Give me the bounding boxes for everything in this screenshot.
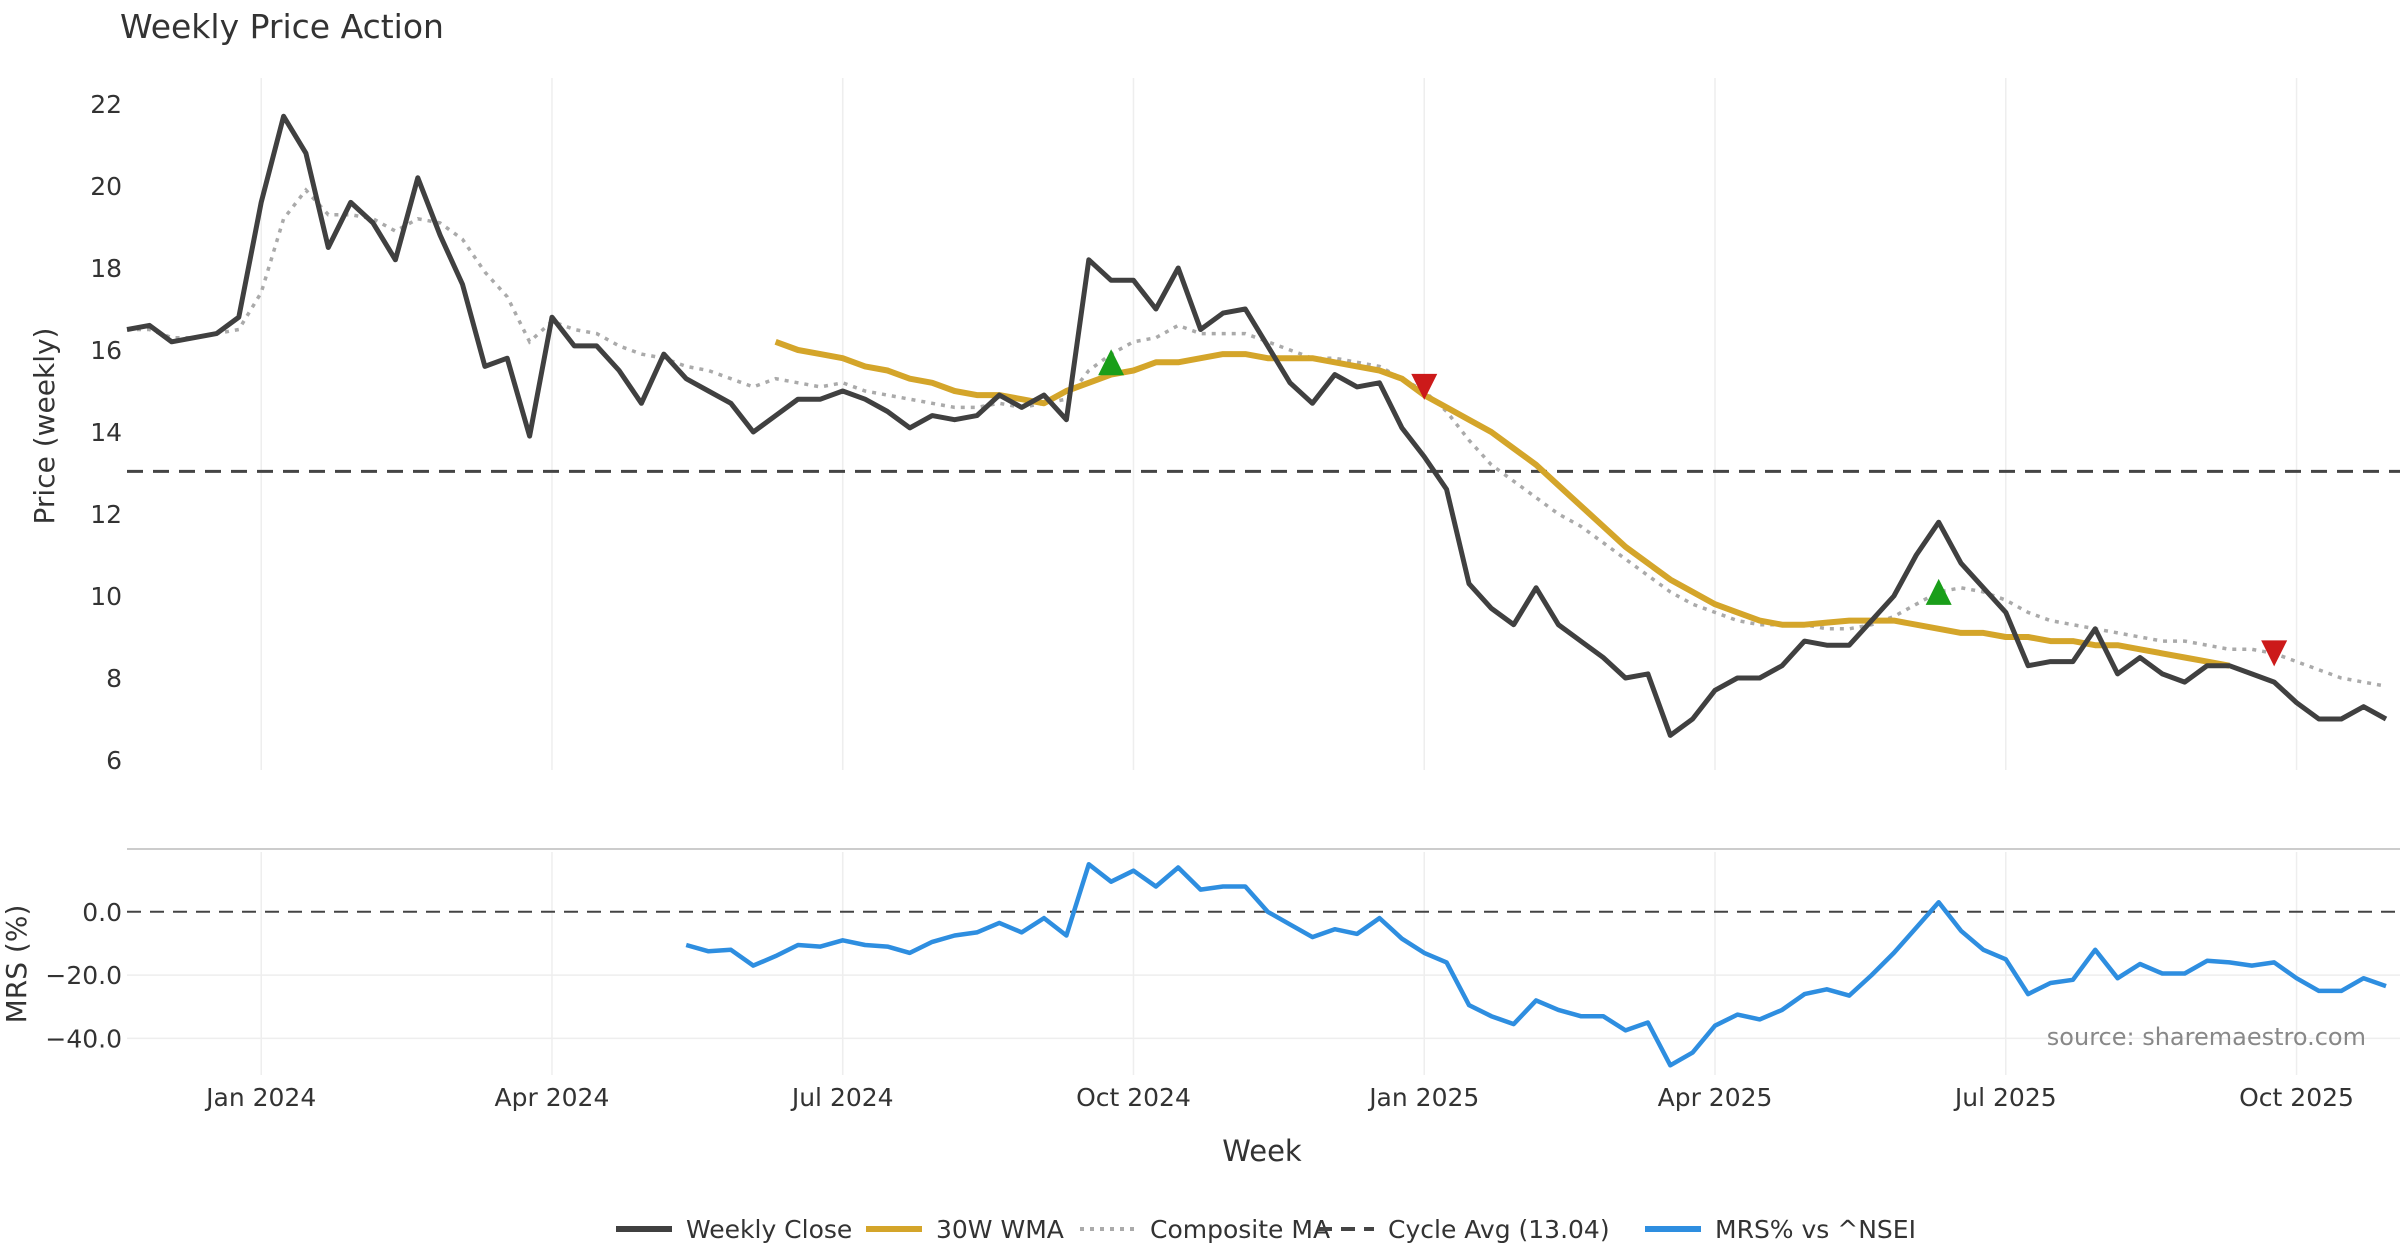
legend-label: Composite MA [1150, 1215, 1330, 1244]
sell-signal-marker [1411, 373, 1438, 400]
mrs-y-tick-label: −40.0 [45, 1024, 122, 1053]
price-y-tick-label: 10 [90, 582, 122, 611]
sell-signal-marker [2261, 640, 2288, 667]
mrs-y-axis-label: MRS (%) [0, 905, 33, 1024]
legend: Weekly Close 30W WMA Composite MA Cycle Avg… [616, 1215, 1916, 1244]
weekly-close-line [126, 113, 2388, 738]
mrs-y-tick-label: −20.0 [45, 961, 122, 990]
price-y-tick-label: 14 [90, 418, 122, 447]
x-tick-label: Oct 2024 [1076, 1083, 1191, 1112]
buy-signal-marker [1098, 349, 1125, 376]
composite-ma-line [127, 187, 2387, 688]
mrs-y-ticks: 0.0 −20.0 −40.0 [45, 898, 122, 1054]
chart-title: Weekly Price Action [120, 7, 444, 46]
buy-signal-marker [1925, 578, 1952, 605]
x-tick-label: Jul 2024 [790, 1083, 894, 1112]
price-y-tick-label: 20 [90, 172, 122, 201]
x-tick-label: Apr 2025 [1658, 1083, 1773, 1112]
legend-label: 30W WMA [936, 1215, 1064, 1244]
price-y-tick-label: 8 [106, 664, 122, 693]
source-note: source: sharemaestro.com [2047, 1023, 2366, 1051]
x-ticks: Jan 2024 Apr 2024 Jul 2024 Oct 2024 Jan 2025… [204, 1083, 2354, 1112]
x-tick-label: Oct 2025 [2239, 1083, 2354, 1112]
x-tick-label: Apr 2024 [495, 1083, 610, 1112]
price-y-tick-label: 22 [90, 90, 122, 119]
legend-label: MRS% vs ^NSEI [1715, 1215, 1916, 1244]
mrs-panel-grid [127, 852, 2400, 1075]
x-axis-label: Week [1222, 1134, 1302, 1168]
x-tick-label: Jan 2024 [204, 1083, 316, 1112]
price-y-ticks: 6 8 10 12 14 16 18 20 22 [90, 90, 122, 775]
legend-label: Cycle Avg (13.04) [1388, 1215, 1610, 1244]
price-y-tick-label: 18 [90, 254, 122, 283]
price-y-axis-label: Price (weekly) [28, 328, 61, 525]
price-y-tick-label: 12 [90, 500, 122, 529]
mrs-line [685, 862, 2387, 1068]
x-tick-label: Jul 2025 [1953, 1083, 2057, 1112]
legend-label: Weekly Close [686, 1215, 852, 1244]
x-tick-label: Jan 2025 [1367, 1083, 1479, 1112]
wma-30w-line [774, 338, 2230, 669]
price-y-tick-label: 16 [90, 336, 122, 365]
price-y-tick-label: 6 [106, 746, 122, 775]
signal-markers [1098, 349, 2288, 667]
price-panel-grid [260, 78, 2298, 770]
mrs-y-tick-label: 0.0 [82, 898, 122, 927]
